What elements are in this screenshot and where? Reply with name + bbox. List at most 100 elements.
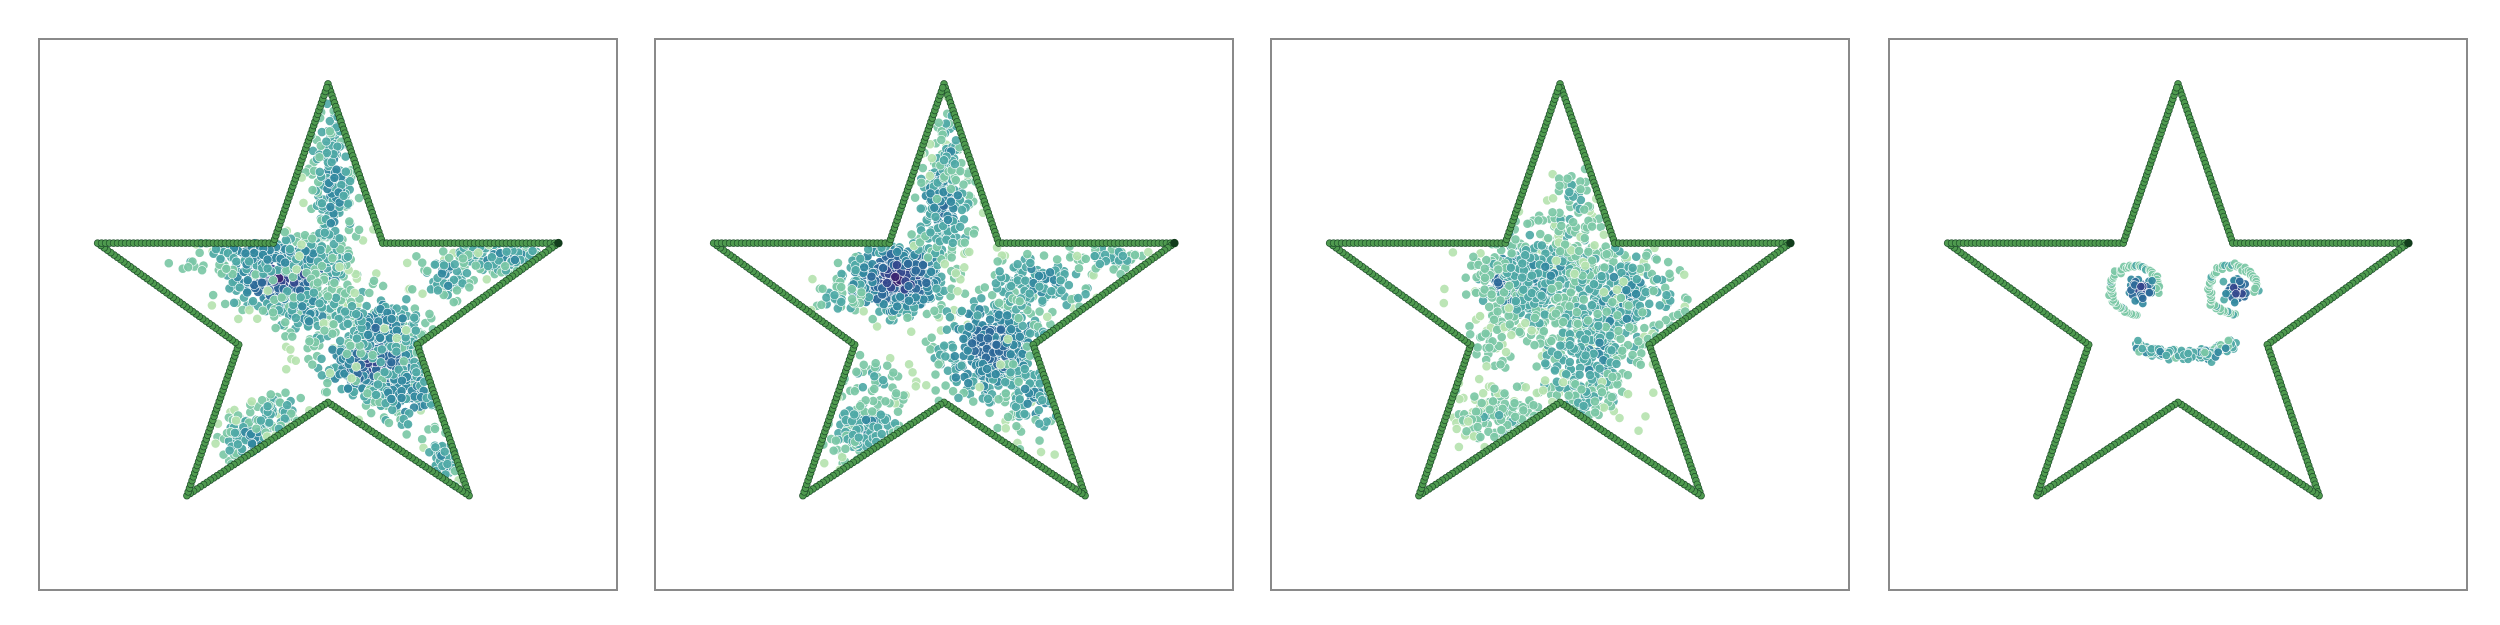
data-point <box>1492 306 1503 317</box>
data-point <box>891 260 902 270</box>
data-point <box>346 373 357 384</box>
data-point <box>956 360 967 371</box>
data-point <box>281 364 292 375</box>
data-point <box>351 361 362 372</box>
data-point <box>926 266 937 277</box>
data-point <box>324 116 335 126</box>
data-point <box>816 299 827 310</box>
data-point <box>1460 272 1471 283</box>
panel-3 <box>1270 38 1850 591</box>
data-point <box>295 393 306 403</box>
data-point <box>882 360 893 371</box>
data-point <box>319 227 330 238</box>
data-point <box>1527 270 1537 281</box>
data-point <box>1517 258 1528 269</box>
data-point <box>430 442 441 453</box>
data-point <box>1080 253 1091 264</box>
data-point <box>932 194 942 204</box>
data-point <box>294 251 305 261</box>
data-point <box>1072 251 1083 261</box>
data-point <box>486 252 497 263</box>
data-point <box>452 285 462 296</box>
data-point <box>976 293 987 304</box>
data-point <box>882 278 892 288</box>
data-point <box>317 261 327 271</box>
data-point <box>264 417 275 428</box>
data-point <box>208 290 219 300</box>
data-point <box>344 216 355 227</box>
data-point <box>1596 271 1607 282</box>
data-point <box>345 340 356 351</box>
data-point <box>953 393 964 403</box>
data-point <box>927 153 937 164</box>
data-point <box>1000 377 1011 387</box>
data-point <box>940 380 951 391</box>
data-point <box>391 346 402 357</box>
data-point <box>855 253 866 264</box>
data-point <box>327 344 338 355</box>
data-point <box>323 291 333 302</box>
data-point <box>946 184 956 194</box>
data-point <box>1006 324 1017 335</box>
data-point <box>298 198 309 208</box>
outline-point <box>1170 238 1179 248</box>
data-point <box>1042 311 1053 322</box>
data-point <box>939 155 949 166</box>
data-point <box>343 251 353 262</box>
data-point <box>207 300 217 311</box>
data-point <box>1045 267 1055 278</box>
panel-1 <box>38 38 618 591</box>
data-point <box>959 237 970 248</box>
data-point <box>327 253 338 264</box>
panel-2 <box>654 38 1234 591</box>
data-point <box>903 281 914 291</box>
data-point <box>853 432 864 443</box>
data-point <box>354 224 364 235</box>
data-point <box>483 261 493 271</box>
data-point <box>401 325 411 336</box>
data-point <box>943 214 953 225</box>
data-point <box>861 414 872 425</box>
data-point <box>324 126 335 137</box>
data-point <box>329 277 340 288</box>
data-point <box>1654 319 1665 330</box>
data-point <box>500 261 511 271</box>
data-point <box>411 251 422 262</box>
data-point <box>229 297 240 308</box>
data-point <box>316 198 327 209</box>
data-point <box>386 394 397 404</box>
data-point <box>1014 394 1025 405</box>
data-point <box>458 253 468 264</box>
data-point <box>1479 263 1490 274</box>
data-point <box>1143 247 1154 257</box>
data-point <box>994 266 1005 277</box>
data-point <box>910 265 921 276</box>
data-point <box>331 292 341 303</box>
data-point <box>417 257 428 268</box>
data-point <box>304 336 315 347</box>
data-point <box>287 331 298 342</box>
data-point <box>351 309 362 319</box>
data-point <box>910 381 921 392</box>
data-point <box>1049 449 1060 460</box>
data-point <box>1631 288 1641 299</box>
data-point <box>439 260 449 271</box>
data-point <box>322 148 332 158</box>
data-point <box>1520 250 1531 261</box>
data-point <box>316 370 327 381</box>
data-point <box>1017 320 1028 331</box>
data-point <box>407 284 418 295</box>
data-point <box>246 396 257 407</box>
data-point <box>378 281 389 291</box>
data-point <box>930 211 941 222</box>
data-point <box>1025 328 1036 339</box>
data-point <box>429 259 440 270</box>
data-point <box>430 423 440 434</box>
data-point <box>1631 274 1642 285</box>
data-point <box>334 233 345 244</box>
data-point <box>1664 268 1675 279</box>
data-point <box>334 262 345 272</box>
data-point <box>262 285 273 296</box>
data-point <box>1546 283 1557 294</box>
data-point <box>297 301 308 312</box>
